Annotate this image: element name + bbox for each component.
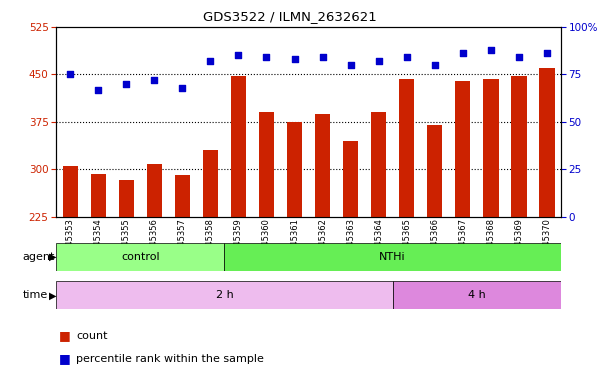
- Bar: [62, 166, 78, 217]
- Text: percentile rank within the sample: percentile rank within the sample: [76, 354, 264, 364]
- Point: [93, 86, 103, 93]
- Bar: [259, 113, 274, 217]
- Text: time: time: [23, 290, 48, 300]
- Text: GDS3522 / ILMN_2632621: GDS3522 / ILMN_2632621: [203, 10, 377, 23]
- Bar: [511, 76, 527, 217]
- Bar: [315, 114, 331, 217]
- Text: ■: ■: [59, 329, 71, 343]
- Bar: [56, 243, 224, 271]
- Bar: [119, 180, 134, 217]
- Text: 2 h: 2 h: [216, 290, 233, 300]
- Point: [122, 81, 131, 87]
- Bar: [90, 174, 106, 217]
- Bar: [393, 281, 561, 309]
- Bar: [224, 243, 561, 271]
- Bar: [203, 151, 218, 217]
- Point: [514, 54, 524, 60]
- Text: agent: agent: [23, 252, 55, 262]
- Bar: [147, 164, 162, 217]
- Bar: [343, 141, 358, 217]
- Text: ■: ■: [59, 353, 71, 366]
- Text: control: control: [121, 252, 159, 262]
- Bar: [371, 113, 386, 217]
- Text: NTHi: NTHi: [379, 252, 406, 262]
- Point: [346, 62, 356, 68]
- Point: [402, 54, 412, 60]
- Point: [290, 56, 299, 62]
- Bar: [483, 79, 499, 217]
- Point: [430, 62, 440, 68]
- Point: [374, 58, 384, 64]
- Point: [458, 50, 467, 56]
- Point: [318, 54, 327, 60]
- Point: [177, 84, 187, 91]
- Point: [65, 71, 75, 78]
- Bar: [455, 81, 470, 217]
- Bar: [175, 174, 190, 217]
- Bar: [539, 68, 555, 217]
- Point: [233, 52, 243, 58]
- Text: ▶: ▶: [49, 252, 56, 262]
- Point: [150, 77, 159, 83]
- Bar: [399, 79, 414, 217]
- Bar: [56, 281, 393, 309]
- Bar: [231, 76, 246, 217]
- Text: 4 h: 4 h: [468, 290, 486, 300]
- Bar: [427, 125, 442, 217]
- Point: [205, 58, 215, 64]
- Point: [542, 50, 552, 56]
- Text: ▶: ▶: [49, 290, 56, 300]
- Point: [262, 54, 271, 60]
- Bar: [287, 122, 302, 217]
- Point: [486, 46, 496, 53]
- Text: count: count: [76, 331, 108, 341]
